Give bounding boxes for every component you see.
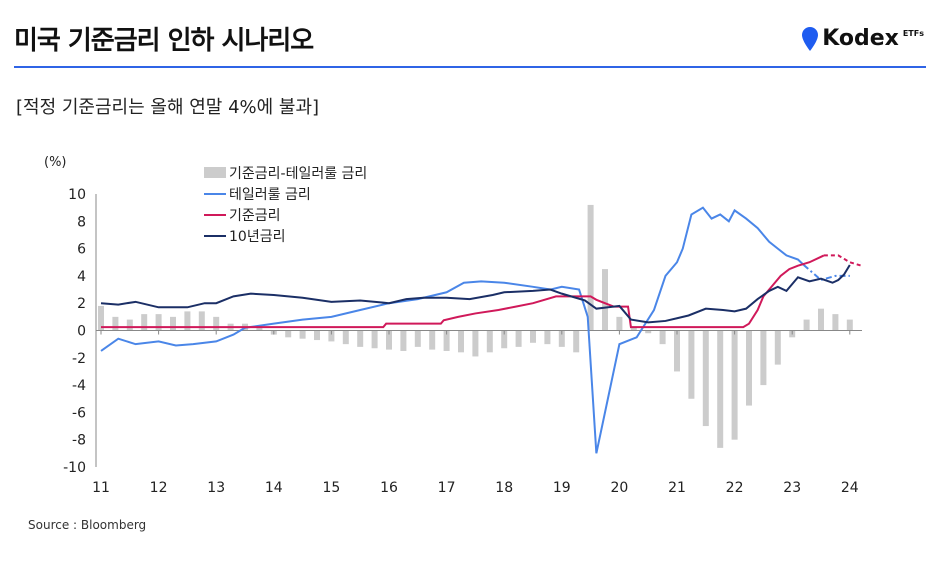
- bar: [616, 316, 623, 331]
- bar: [501, 330, 508, 349]
- bar: [342, 330, 349, 345]
- bar: [746, 330, 752, 406]
- bar: [256, 326, 263, 331]
- x-tick-label: 24: [841, 480, 859, 496]
- bar: [760, 330, 767, 386]
- brand-logo: Kodex ETFs: [802, 26, 924, 51]
- legend-swatch: [204, 167, 226, 178]
- x-tick-label: 21: [668, 480, 686, 496]
- y-tick-label: 2: [77, 296, 86, 312]
- fed-rate-forecast-line: [823, 254, 862, 267]
- bar: [558, 330, 565, 347]
- y-tick-label: -6: [72, 405, 86, 421]
- bar: [674, 330, 680, 372]
- bar: [688, 330, 695, 399]
- bar: [515, 330, 522, 347]
- bar: [198, 311, 205, 331]
- bar: [429, 330, 436, 350]
- x-tick-label: 17: [438, 480, 456, 496]
- bar: [155, 314, 162, 331]
- bar: [371, 330, 378, 349]
- location-pin-icon: [802, 26, 819, 51]
- bar: [630, 326, 637, 331]
- y-tick-label: 0: [77, 324, 86, 340]
- x-tick-label: 19: [553, 480, 571, 496]
- x-tick-label: 18: [495, 480, 513, 496]
- y-tick-label: 8: [77, 214, 86, 230]
- bar: [645, 330, 652, 334]
- fed-rate-line: [101, 254, 825, 329]
- x-tick-label: 15: [322, 480, 340, 496]
- bar: [587, 204, 594, 331]
- bar: [112, 316, 119, 331]
- bar: [717, 330, 724, 448]
- x-tick-label: 11: [92, 480, 110, 496]
- y-tick-label: -4: [72, 378, 86, 394]
- bar: [98, 305, 104, 331]
- bar: [213, 316, 220, 331]
- bar: [299, 330, 306, 339]
- y-tick-label: 10: [68, 187, 86, 203]
- bar: [846, 319, 853, 331]
- bar: [818, 308, 824, 331]
- bar: [774, 330, 781, 365]
- bar: [602, 269, 608, 331]
- bar: [458, 330, 464, 353]
- bar: [357, 330, 364, 347]
- bar: [472, 330, 479, 357]
- x-tick-label: 13: [207, 480, 225, 496]
- legend-label: 테일러룰 금리: [229, 187, 311, 203]
- bar: [832, 314, 839, 331]
- x-tick-label: 23: [783, 480, 801, 496]
- bar: [285, 330, 292, 338]
- logo-text: Kodex: [822, 26, 899, 51]
- bar: [573, 330, 580, 353]
- x-tick-label: 20: [610, 480, 628, 496]
- y-tick-label: -8: [72, 433, 86, 449]
- ten-year-yield-line: [100, 264, 851, 324]
- bar: [443, 330, 450, 351]
- x-tick-label: 14: [265, 480, 283, 496]
- page-title: 미국 기준금리 인하 시나리오: [14, 26, 314, 56]
- x-tick-label: 12: [150, 480, 168, 496]
- y-tick-label: 4: [77, 269, 86, 285]
- bar: [314, 330, 320, 341]
- bar: [170, 316, 176, 331]
- bar: [400, 330, 407, 351]
- bar: [414, 330, 421, 347]
- bar: [803, 319, 810, 331]
- bar: [530, 330, 536, 343]
- taylor-rule-forecast-line: [803, 264, 850, 282]
- y-axis-label: (%): [44, 155, 67, 170]
- bar: [544, 330, 551, 345]
- source-note: Source : Bloomberg: [28, 518, 147, 532]
- y-tick-label: -2: [72, 351, 86, 367]
- legend-label: 기준금리-테일러룰 금리: [229, 166, 367, 182]
- x-tick-label: 22: [726, 480, 744, 496]
- taylor-rule-line: [100, 206, 805, 454]
- bar: [328, 330, 335, 342]
- bar: [184, 311, 191, 331]
- logo-sup: ETFs: [902, 29, 924, 38]
- bar: [659, 330, 666, 345]
- x-tick-label: 16: [380, 480, 398, 496]
- bar: [126, 319, 133, 331]
- bar: [386, 330, 392, 350]
- legend-label: 기준금리: [229, 208, 281, 224]
- header-divider: [14, 66, 926, 68]
- bar: [141, 314, 148, 331]
- bar: [731, 330, 738, 440]
- bar: [702, 330, 709, 427]
- chart-subtitle: [적정 기준금리는 올해 연말 4%에 불과]: [16, 97, 320, 118]
- y-tick-label: -10: [63, 460, 86, 476]
- bar: [486, 330, 493, 353]
- legend-label: 10년금리: [229, 229, 285, 245]
- y-tick-label: 6: [77, 242, 86, 258]
